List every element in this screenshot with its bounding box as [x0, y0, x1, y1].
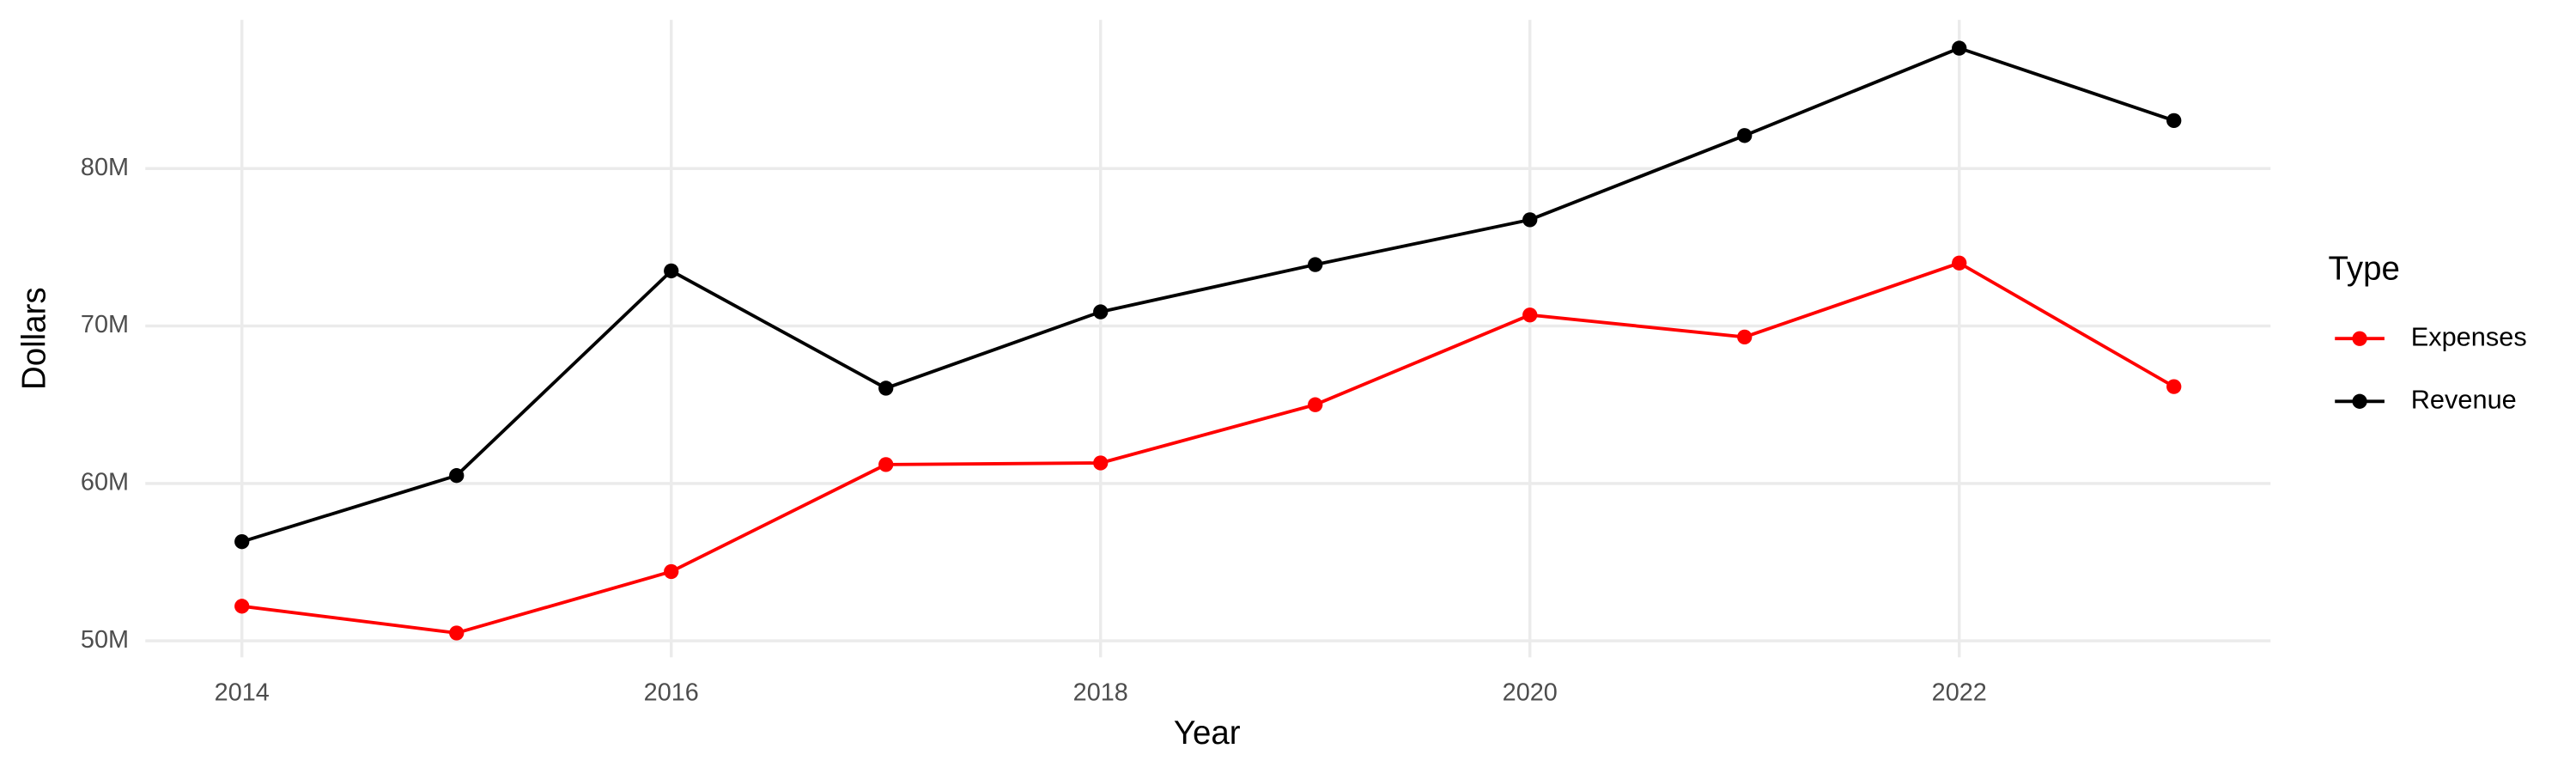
y-tick-label: 70M [81, 311, 129, 338]
data-point [1093, 455, 1109, 471]
legend-key-point [2352, 331, 2367, 346]
data-point [1308, 397, 1323, 412]
x-tick-label: 2022 [1932, 679, 1987, 706]
legend-label: Expenses [2411, 321, 2527, 351]
x-axis-title: Year [1174, 715, 1241, 752]
y-tick-label: 50M [81, 626, 129, 654]
legend-key-point [2352, 393, 2367, 409]
series-line [241, 46, 2175, 544]
data-point [1737, 128, 1753, 143]
data-point [2166, 113, 2182, 129]
data-point [449, 625, 465, 641]
x-tick-label: 2018 [1073, 679, 1128, 706]
y-axis-title: Dollars [15, 287, 52, 390]
y-tick-label: 80M [81, 154, 129, 181]
data-point [664, 563, 679, 580]
data-point [1522, 307, 1538, 323]
x-tick-label: 2016 [644, 679, 699, 706]
data-point [878, 380, 894, 396]
y-tick-label: 60M [81, 468, 129, 496]
data-point [1952, 40, 1967, 56]
data-point [1093, 304, 1109, 320]
data-point [449, 468, 465, 484]
x-tick-label: 2020 [1503, 679, 1558, 706]
series-line [241, 261, 2175, 635]
data-point [1522, 212, 1538, 228]
legend-label: Revenue [2411, 384, 2517, 414]
data-point [1308, 257, 1323, 272]
data-point [2166, 379, 2182, 394]
data-point [878, 457, 894, 472]
x-tick-label: 2014 [215, 679, 270, 706]
data-point [234, 599, 250, 614]
data-point [1952, 255, 1967, 271]
data-point [234, 534, 250, 550]
data-point [664, 263, 679, 279]
legend-title: Type [2329, 251, 2400, 288]
data-point [1737, 329, 1753, 345]
